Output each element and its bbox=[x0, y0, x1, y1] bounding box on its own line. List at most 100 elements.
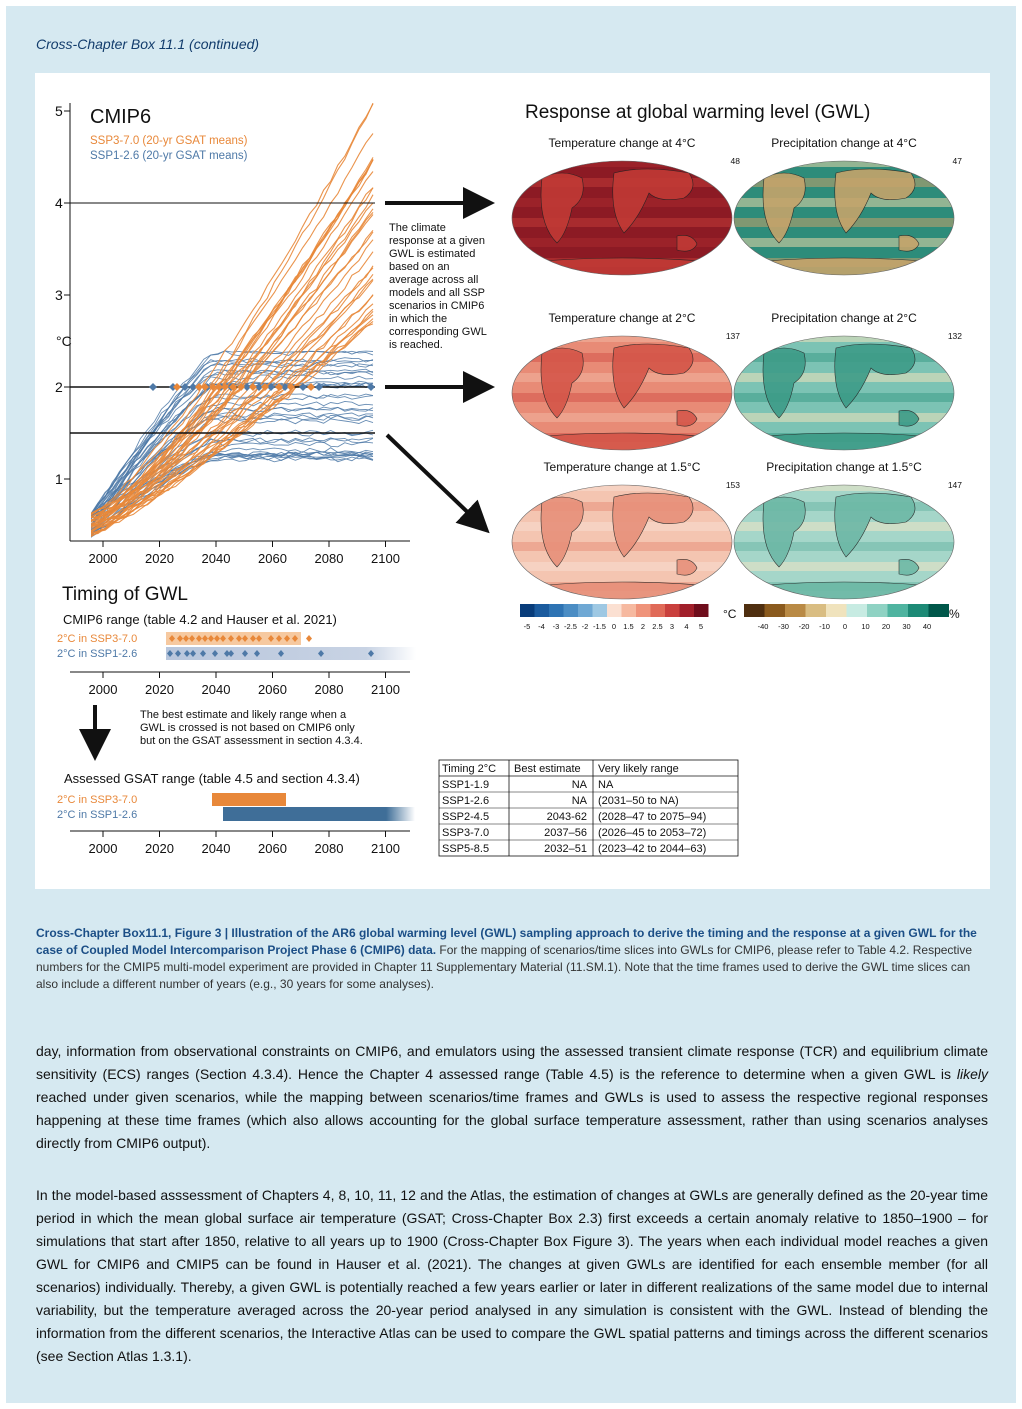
colorbar-swatch bbox=[867, 604, 888, 617]
table-cell: (2026–45 to 2053–72) bbox=[598, 827, 706, 839]
svg-text:corresponding GWL: corresponding GWL bbox=[389, 326, 487, 338]
ssp370-assessed-bar bbox=[212, 793, 286, 806]
table-cell: SSP2-4.5 bbox=[442, 811, 489, 823]
table-cell: Very likely range bbox=[598, 763, 679, 775]
timing-row-ssp126: 2°C in SSP1-2.6 bbox=[57, 648, 137, 660]
svg-text:The climate: The climate bbox=[389, 222, 446, 234]
model-count: 47 bbox=[953, 156, 963, 166]
emphasis-text: likely bbox=[956, 1066, 988, 1082]
continent-shape bbox=[612, 168, 694, 234]
colorbar-swatch bbox=[607, 604, 622, 617]
y-tick-label: 1 bbox=[55, 471, 63, 487]
precipitation-map: Precipitation change at 2°C 132 bbox=[733, 311, 962, 451]
table-cell: 2032–51 bbox=[544, 843, 587, 855]
y-axis-label: °C bbox=[56, 333, 72, 349]
svg-text:GWL is estimated: GWL is estimated bbox=[389, 248, 475, 260]
table-cell: (2028–47 to 2075–94) bbox=[598, 811, 706, 823]
body-paragraph-1: day, information from observational cons… bbox=[36, 1040, 988, 1155]
model-count: 147 bbox=[948, 480, 962, 490]
y-tick-label: 2 bbox=[55, 379, 63, 395]
map-title: Precipitation change at 2°C bbox=[771, 311, 917, 325]
x-tick-label: 2040 bbox=[202, 551, 231, 566]
colorbar-tick: 5 bbox=[699, 622, 703, 631]
table-cell: (2023–42 to 2044–63) bbox=[598, 843, 706, 855]
paragraph-text: day, information from observational cons… bbox=[36, 1043, 988, 1082]
colorbar-swatch bbox=[744, 604, 765, 617]
colorbar-swatch bbox=[665, 604, 680, 617]
continent-shape bbox=[676, 410, 698, 427]
colorbar-swatch bbox=[887, 604, 908, 617]
colorbar-tick: 0 bbox=[843, 622, 847, 631]
timing-title: Timing of GWL bbox=[62, 584, 188, 605]
colorbar-swatch bbox=[636, 604, 651, 617]
map-title: Precipitation change at 1.5°C bbox=[766, 460, 922, 474]
gwl-maps: Temperature change at 4°C48Precipitation… bbox=[511, 136, 963, 600]
continent-shape bbox=[834, 168, 916, 234]
colorbar-swatch bbox=[534, 604, 549, 617]
continent-shape bbox=[612, 343, 694, 409]
x-tick-label: 2100 bbox=[371, 551, 400, 566]
colorbar-tick: -10 bbox=[819, 622, 830, 631]
colorbar-tick: 0 bbox=[612, 622, 616, 631]
x-tick-label: 2020 bbox=[145, 682, 174, 697]
caption-lead: Cross-Chapter Box11.1, Figure 3 | Illust… bbox=[36, 926, 977, 957]
assessed-row-ssp126: 2°C in SSP1-2.6 bbox=[57, 809, 137, 821]
colorbar-swatch bbox=[694, 604, 709, 617]
continent-shape bbox=[898, 410, 920, 427]
y-tick-label: 5 bbox=[55, 103, 63, 119]
colorbar-tick: 2 bbox=[641, 622, 645, 631]
svg-text:but on the GSAT assessment in: but on the GSAT assessment in section 4.… bbox=[140, 735, 363, 747]
svg-text:average across all: average across all bbox=[389, 274, 478, 286]
x-tick-label: 2020 bbox=[145, 841, 174, 856]
colorbar-tick: -30 bbox=[778, 622, 789, 631]
colorbar-tick: 10 bbox=[861, 622, 869, 631]
x-tick-label: 2060 bbox=[258, 841, 287, 856]
assessed-label: Assessed GSAT range (table 4.5 and secti… bbox=[64, 771, 360, 786]
colorbar-swatch bbox=[928, 604, 949, 617]
model-count: 153 bbox=[726, 480, 740, 490]
continent-shape bbox=[898, 559, 920, 576]
y-tick-label: 4 bbox=[55, 195, 63, 211]
colorbar-tick: -20 bbox=[799, 622, 810, 631]
map-title: Temperature change at 4°C bbox=[549, 136, 696, 150]
y-tick-label: 3 bbox=[55, 287, 63, 303]
colorbar-tick: 40 bbox=[923, 622, 931, 631]
caption-rest: For the mapping of scenarios/time slices… bbox=[36, 943, 973, 991]
colorbar-swatch bbox=[578, 604, 593, 617]
table-cell: NA bbox=[572, 795, 588, 807]
colorbar-tick: -4 bbox=[538, 622, 545, 631]
continent-shape bbox=[898, 235, 920, 252]
temp-unit: °C bbox=[723, 607, 737, 621]
table-cell: NA bbox=[598, 779, 614, 791]
x-tick-label: 2080 bbox=[315, 682, 344, 697]
model-count: 137 bbox=[726, 331, 740, 341]
colorbar-swatch bbox=[826, 604, 847, 617]
x-tick-label: 2040 bbox=[202, 682, 231, 697]
x-tick-label: 2080 bbox=[315, 841, 344, 856]
chart-title: CMIP6 bbox=[90, 106, 151, 128]
precipitation-map: Precipitation change at 4°C 47 bbox=[733, 136, 963, 276]
continent-shape bbox=[540, 172, 584, 244]
svg-text:scenarios in CMIP6: scenarios in CMIP6 bbox=[389, 300, 484, 312]
table-cell: Best estimate bbox=[514, 763, 581, 775]
colorbar-tick: -2.5 bbox=[564, 622, 577, 631]
colorbar-tick: 30 bbox=[902, 622, 910, 631]
body-paragraph-2: In the model-based asssessment of Chapte… bbox=[36, 1187, 988, 1364]
x-tick-label: 2000 bbox=[89, 682, 118, 697]
colorbar-tick: -3 bbox=[553, 622, 560, 631]
table-cell: 2037–56 bbox=[544, 827, 587, 839]
table-cell: SSP3-7.0 bbox=[442, 827, 489, 839]
ssp126-cmip-range bbox=[166, 647, 416, 660]
colorbar-swatch bbox=[846, 604, 867, 617]
legend-ssp370: SSP3-7.0 (20-yr GSAT means) bbox=[90, 135, 248, 147]
temperature-colorbar: -5 -4 -3 -2.5 -2 -1.5 0 1.5 2 2.5 3 4 5 bbox=[520, 604, 709, 631]
x-tick-label: 2000 bbox=[89, 841, 118, 856]
x-tick-label: 2040 bbox=[202, 841, 231, 856]
colorbar-swatch bbox=[785, 604, 806, 617]
colorbar-swatch bbox=[764, 604, 785, 617]
model-count: 132 bbox=[948, 331, 962, 341]
legend-ssp126: SSP1-2.6 (20-yr GSAT means) bbox=[90, 150, 248, 162]
precipitation-map: Precipitation change at 1.5°C 147 bbox=[733, 460, 962, 600]
table-cell: NA bbox=[572, 779, 588, 791]
